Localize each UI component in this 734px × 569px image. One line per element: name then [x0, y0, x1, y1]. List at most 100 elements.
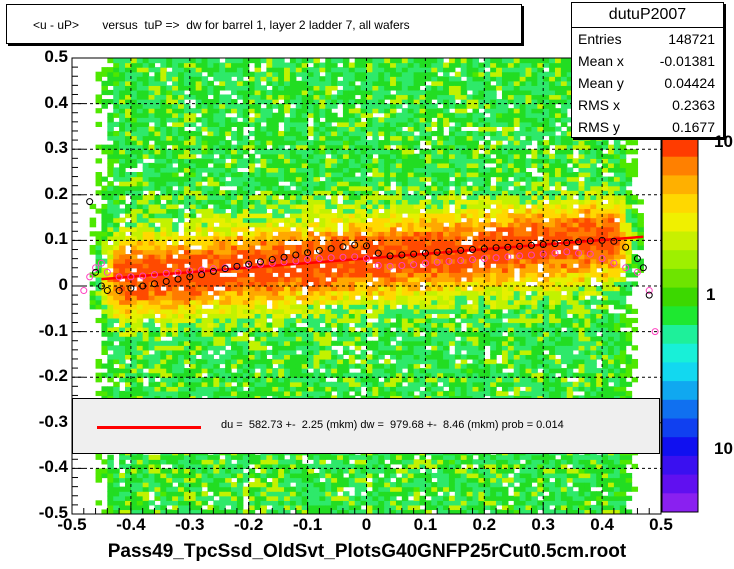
heatmap-cell	[207, 135, 214, 141]
heatmap-cell	[384, 463, 391, 469]
heatmap-cell	[178, 190, 185, 196]
heatmap-cell	[219, 244, 226, 251]
heatmap-cell	[136, 482, 144, 488]
heatmap-cell	[331, 222, 338, 228]
heatmap-cell	[348, 263, 356, 269]
heatmap-cell	[289, 295, 297, 301]
heatmap-cell	[407, 368, 415, 374]
heatmap-cell	[295, 340, 303, 346]
heatmap-cell	[130, 162, 138, 169]
heatmap-cell	[301, 354, 309, 360]
heatmap-cell	[101, 509, 108, 514]
heatmap-cell	[378, 340, 385, 346]
heatmap-cell	[266, 112, 273, 118]
heatmap-cell	[119, 235, 126, 241]
heatmap-cell	[342, 308, 350, 314]
heatmap-cell	[130, 203, 138, 210]
heatmap-cell	[219, 358, 226, 365]
heatmap-cell	[213, 276, 220, 283]
heatmap-cell	[337, 276, 344, 283]
heatmap-cell	[101, 299, 108, 305]
heatmap-cell	[360, 472, 368, 479]
heatmap-cell	[407, 486, 415, 492]
heatmap-cell	[172, 181, 179, 187]
heatmap-cell	[319, 363, 326, 369]
heatmap-cell	[142, 167, 150, 173]
heatmap-cell	[348, 340, 356, 346]
heatmap-cell	[260, 304, 267, 310]
heatmap-cell	[395, 363, 403, 369]
heatmap-cell	[231, 463, 238, 469]
heatmap-cell	[130, 130, 138, 137]
heatmap-cell	[130, 345, 138, 351]
heatmap-cell	[148, 235, 156, 241]
heatmap-cell	[142, 89, 150, 96]
heatmap-cell	[236, 94, 244, 100]
heatmap-cell	[136, 108, 144, 114]
heatmap-cell	[107, 454, 114, 460]
heatmap-cell	[266, 459, 273, 465]
heatmap-cell	[160, 477, 167, 483]
heatmap-cell	[413, 504, 421, 511]
heatmap-cell	[219, 149, 226, 155]
heatmap-cell	[195, 491, 203, 497]
heatmap-cell	[207, 217, 214, 223]
heatmap-cell	[101, 322, 108, 328]
heatmap-cell	[231, 308, 238, 314]
heatmap-cell	[183, 327, 191, 333]
heatmap-cell	[125, 112, 132, 118]
heatmap-cell	[166, 390, 173, 397]
heatmap-cell	[272, 208, 279, 214]
heatmap-cell	[407, 258, 415, 264]
heatmap-cell	[189, 258, 197, 264]
heatmap-cell	[248, 281, 256, 287]
heatmap-cell	[201, 386, 209, 392]
heatmap-cell	[207, 381, 214, 387]
heatmap-cell	[219, 313, 226, 319]
heatmap-cell	[219, 381, 226, 387]
heatmap-cell	[348, 331, 356, 337]
heatmap-cell	[219, 153, 226, 159]
heatmap-cell	[413, 327, 421, 333]
heatmap-cell	[342, 71, 350, 77]
heatmap-cell	[272, 190, 279, 196]
heatmap-cell	[136, 76, 144, 82]
heatmap-cell	[189, 240, 197, 246]
heatmap-cell	[172, 468, 179, 474]
heatmap-cell	[101, 331, 108, 337]
heatmap-cell	[366, 368, 373, 374]
heatmap-cell	[89, 222, 97, 228]
heatmap-cell	[248, 500, 256, 506]
heatmap-cell	[172, 368, 179, 374]
heatmap-cell	[348, 349, 356, 355]
heatmap-cell	[113, 58, 120, 64]
heatmap-cell	[354, 276, 362, 283]
heatmap-cell	[272, 304, 279, 310]
heatmap-cell	[284, 99, 291, 105]
heatmap-cell	[384, 491, 391, 497]
heatmap-cell	[348, 130, 356, 137]
heatmap-cell	[313, 354, 320, 360]
heatmap-cell	[390, 208, 397, 214]
heatmap-cell	[207, 158, 214, 164]
heatmap-cell	[113, 208, 120, 214]
heatmap-cell	[342, 67, 350, 73]
heatmap-cell	[325, 108, 332, 114]
heatmap-cell	[130, 491, 138, 497]
heatmap-cell	[407, 208, 415, 214]
heatmap-cell	[142, 345, 150, 351]
heatmap-cell	[301, 500, 309, 506]
heatmap-cell	[289, 149, 297, 155]
heatmap-cell	[348, 217, 356, 223]
heatmap-cell	[284, 463, 291, 469]
heatmap-cell	[289, 336, 297, 342]
heatmap-cell	[325, 249, 332, 255]
heatmap-cell	[295, 158, 303, 164]
heatmap-cell	[95, 472, 103, 479]
heatmap-cell	[395, 477, 403, 483]
heatmap-cell	[307, 58, 315, 64]
heatmap-cell	[195, 222, 203, 228]
heatmap-cell	[236, 386, 244, 392]
heatmap-cell	[390, 336, 397, 342]
heatmap-cell	[107, 304, 114, 310]
